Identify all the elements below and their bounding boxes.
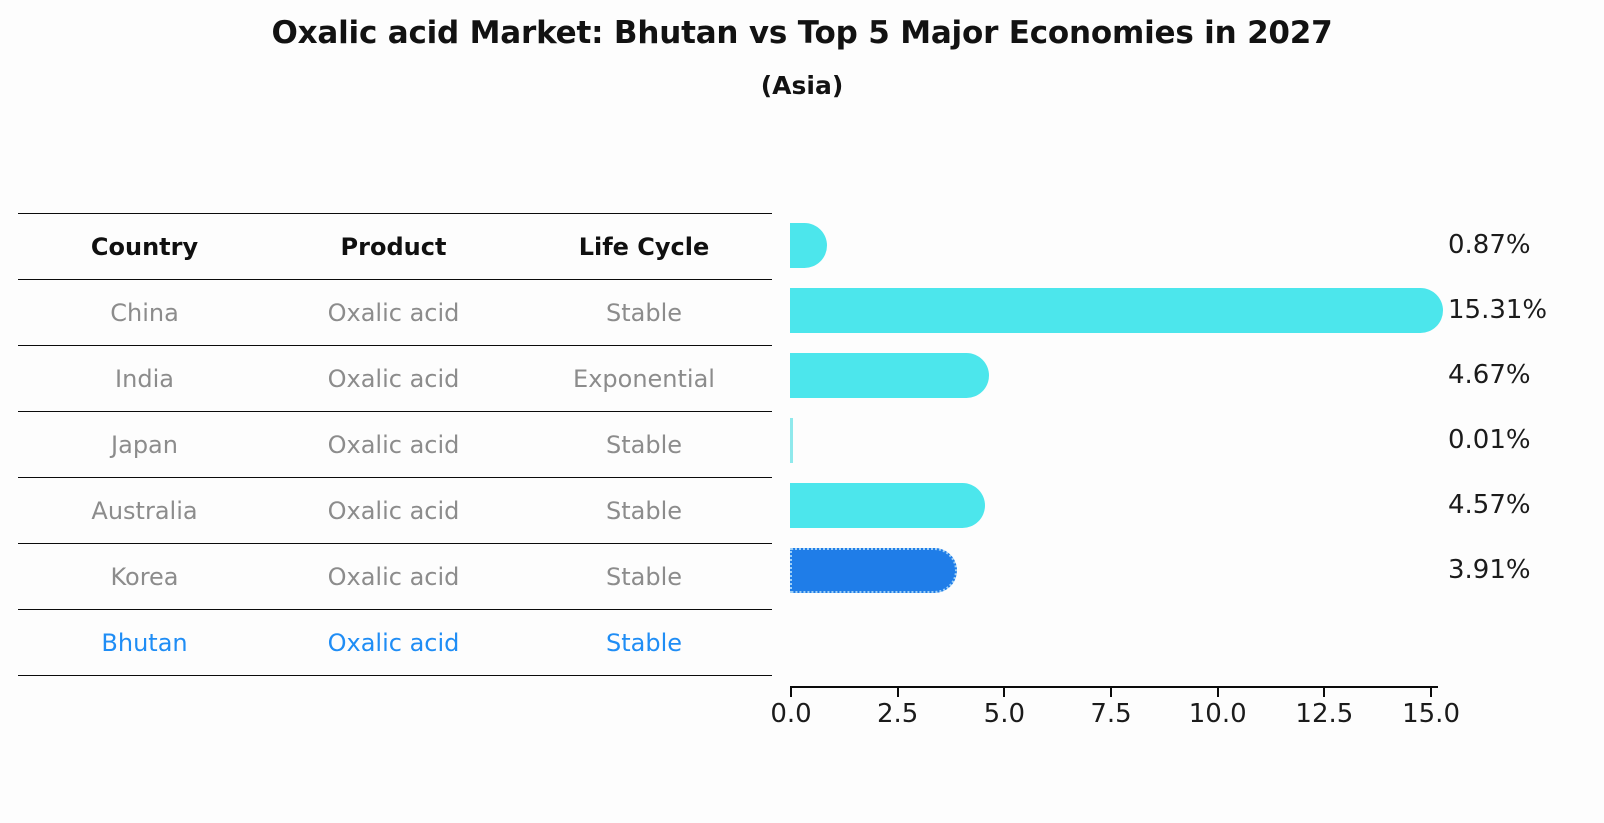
cell-country: Korea [18, 543, 271, 610]
cell-product: Oxalic acid [271, 609, 516, 676]
cell-country: Bhutan [18, 609, 271, 676]
bar-row: 4.57% [790, 473, 1604, 538]
title-block: Oxalic acid Market: Bhutan vs Top 5 Majo… [0, 10, 1604, 106]
table-row: Korea Oxalic acid Stable [18, 543, 772, 610]
x-axis-line [790, 686, 1438, 688]
bar-japan [790, 353, 990, 398]
bar-china [790, 223, 828, 268]
bar-bhutan [790, 548, 957, 593]
x-axis-tick [1003, 688, 1006, 697]
table-body: China Oxalic acid Stable India Oxalic acid Ex… [18, 279, 772, 676]
bar-value-label: 4.57% [1448, 490, 1531, 520]
bar-row: 3.91% [790, 538, 1604, 603]
table-header-row: Country Product Life Cycle [18, 213, 772, 280]
cell-life-cycle: Stable [516, 609, 772, 676]
x-axis-tick [896, 688, 899, 697]
x-axis-tick-label: 10.0 [1188, 699, 1247, 729]
page-subtitle: (Asia) [760, 71, 844, 100]
bar-row: 0.87% [790, 213, 1604, 278]
x-axis-tick [1216, 688, 1219, 697]
table-row: Bhutan Oxalic acid Stable [18, 609, 772, 676]
cell-product: Oxalic acid [271, 345, 516, 412]
x-axis-tick [790, 688, 792, 697]
matrix: Country Product Life Cycle China Oxalic a… [18, 213, 772, 676]
cell-product: Oxalic acid [271, 411, 516, 478]
cell-country: Japan [18, 411, 271, 478]
cell-country: China [18, 279, 271, 346]
bar-value-label: 3.91% [1448, 555, 1531, 585]
bar-row: 0.01% [790, 408, 1604, 473]
cell-product: Oxalic acid [271, 279, 516, 346]
bar-value-label: 0.87% [1448, 230, 1531, 260]
x-axis-tick-label: 2.5 [876, 699, 919, 729]
table-row: Japan Oxalic acid Stable [18, 411, 772, 478]
bar-row: 15.31% [790, 278, 1604, 343]
cell-country: Australia [18, 477, 271, 544]
bar-value-label: 0.01% [1448, 425, 1531, 455]
table-row: China Oxalic acid Stable [18, 279, 772, 346]
cell-life-cycle: Stable [516, 543, 772, 610]
x-axis-tick-label: 15.0 [1402, 699, 1460, 729]
x-axis: 0.0 2.5 5.0 7.5 10.0 12.5 15.0 [770, 686, 1460, 746]
bar-australia [790, 418, 793, 463]
cell-life-cycle: Stable [516, 477, 772, 544]
page-title: Oxalic acid Market: Bhutan vs Top 5 Majo… [271, 15, 1333, 51]
x-axis-tick-label: 5.0 [983, 699, 1026, 729]
cell-product: Oxalic acid [271, 543, 516, 610]
bar-korea [790, 483, 985, 528]
x-axis-tick [1323, 688, 1326, 697]
bar-row: 4.67% [790, 343, 1604, 408]
table-row: India Oxalic acid Exponential [18, 345, 772, 412]
x-axis-tick-label: 7.5 [1090, 699, 1132, 729]
column-header-country: Country [18, 213, 271, 280]
bar-value-label: 4.67% [1448, 360, 1531, 390]
table-row: Australia Oxalic acid Stable [18, 477, 772, 544]
x-axis-tick [1430, 688, 1433, 697]
x-axis-tick-label: 12.5 [1295, 699, 1354, 729]
x-axis-tick [1110, 688, 1113, 697]
column-header-product: Product [271, 213, 516, 280]
cell-country: India [18, 345, 271, 412]
x-axis-tick-label: 0.0 [770, 699, 812, 729]
cell-life-cycle: Exponential [516, 345, 772, 412]
cell-life-cycle: Stable [516, 411, 772, 478]
table-header: Country Product Life Cycle [18, 213, 772, 280]
cell-life-cycle: Stable [516, 279, 772, 346]
bar-chart-plot: 0.87% 15.31% 4.67% 0.01% 4.57% 3.91% [790, 213, 1547, 687]
bar-value-label: 15.31% [1448, 295, 1548, 325]
column-header-life-cycle: Life Cycle [516, 213, 772, 280]
bar-india [790, 288, 1444, 333]
country-matrix-table: Country Product Life Cycle China Oxalic a… [18, 213, 772, 676]
cell-product: Oxalic acid [271, 477, 516, 544]
